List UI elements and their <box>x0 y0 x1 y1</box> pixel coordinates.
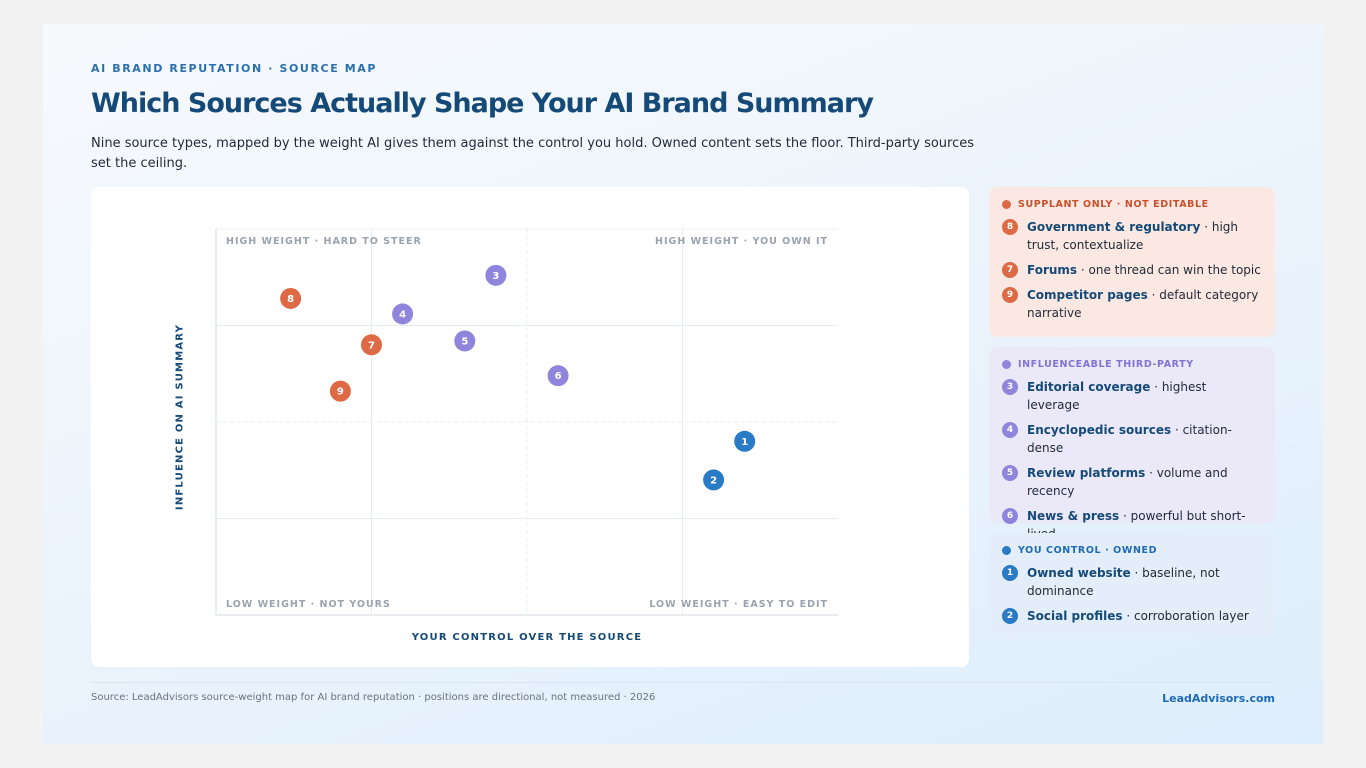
legend-number: 4 <box>1002 422 1018 438</box>
infographic-card: AI BRAND REPUTATION · SOURCE MAP Which S… <box>43 24 1323 744</box>
legend-item: 1 Owned website · baseline, not dominance <box>1002 564 1262 600</box>
data-point-label-9: 9 <box>337 387 344 398</box>
data-point-4 <box>392 303 414 325</box>
legend-number: 3 <box>1002 379 1018 395</box>
data-point-7 <box>361 334 382 356</box>
data-point-label-4: 4 <box>399 309 406 320</box>
data-point-label-1: 1 <box>741 437 748 448</box>
legend-item-name: Social profiles <box>1027 609 1123 623</box>
legend-item: 9 Competitor pages · default category nar… <box>1002 286 1262 322</box>
legend-number: 2 <box>1002 608 1018 624</box>
legend-item-name: Forums <box>1027 263 1078 277</box>
legend-item-name: News & press <box>1027 509 1120 523</box>
quadrant-label-bottom-left: LOW WEIGHT · NOT YOURS <box>226 599 391 610</box>
legend-item-name: Competitor pages <box>1027 288 1148 302</box>
data-point-9 <box>329 380 351 402</box>
brand-link[interactable]: LeadAdvisors.com <box>1162 692 1275 705</box>
legend-item-desc: · default category narrative <box>1027 288 1259 320</box>
legend-item-name: Editorial coverage <box>1027 380 1151 394</box>
data-point-label-2: 2 <box>710 475 717 486</box>
eyebrow: AI BRAND REPUTATION · SOURCE MAP <box>91 62 378 75</box>
quadrant-label-top-right: HIGH WEIGHT · YOU OWN IT <box>655 236 828 247</box>
y-axis-label-text: INFLUENCE ON AI SUMMARY <box>174 323 186 511</box>
legend-number: 9 <box>1002 287 1018 303</box>
page-subtitle: Nine source types, mapped by the weight … <box>91 136 975 171</box>
legend-item-desc: · citation-dense <box>1027 423 1232 455</box>
data-point-3 <box>485 264 507 286</box>
legend-item-desc: · baseline, not dominance <box>1027 566 1220 598</box>
quadrant-label-bottom-right: LOW WEIGHT · EASY TO EDIT <box>649 599 828 610</box>
legend-item: 8 Government & regulatory · high trust, c… <box>1002 218 1262 254</box>
legend-item-desc: · high trust, contextualize <box>1027 220 1238 252</box>
legend-dot <box>1002 360 1011 369</box>
data-point-label-7: 7 <box>368 340 375 351</box>
data-point-label-3: 3 <box>492 271 499 282</box>
legend-item-name: Encyclopedic sources <box>1027 423 1172 437</box>
legend-number: 7 <box>1002 262 1018 278</box>
footer-divider <box>91 682 1275 683</box>
quadrant-label-top-left: HIGH WEIGHT · HARD TO STEER <box>226 236 422 247</box>
legend-title: INFLUENCEABLE THIRD-PARTY <box>1018 359 1194 370</box>
legend-group-owned: YOU CONTROL · OWNED 1 Owned website · bas… <box>989 533 1275 638</box>
data-point-2 <box>703 469 725 491</box>
legend-dot <box>1002 546 1011 555</box>
data-point-1 <box>734 430 756 452</box>
plot-panel: 1 2 3 4 5 6 7 8 9 HIGH WEIGHT · HARD TO STEER HI… <box>91 187 969 667</box>
source-note: Source: LeadAdvisors source-weight map f… <box>91 692 656 703</box>
legend-item-desc: · one thread can win the topic <box>1077 263 1261 277</box>
legend-item-name: Government & regulatory <box>1027 220 1201 234</box>
data-point-label-6: 6 <box>555 371 562 382</box>
legend-dot <box>1002 200 1011 209</box>
legend-group-third-party: INFLUENCEABLE THIRD-PARTY 3 Editorial cov… <box>989 347 1275 541</box>
legend-item: 7 Forums · one thread can win the topic <box>1002 261 1262 279</box>
legend-item-desc: · corroboration layer <box>1122 609 1249 623</box>
legend-title: SUPPLANT ONLY · NOT EDITABLE <box>1018 199 1209 210</box>
page-title: Which Sources Actually Shape Your AI Bra… <box>91 88 874 119</box>
legend-item: 3 Editorial coverage · highest leverage <box>1002 378 1262 414</box>
legend-item-name: Owned website <box>1027 566 1131 580</box>
legend-number: 6 <box>1002 508 1018 524</box>
legend-group-not-editable: SUPPLANT ONLY · NOT EDITABLE 8 Government… <box>989 187 1275 337</box>
legend-item: 2 Social profiles · corroboration layer <box>1002 607 1262 625</box>
legend-title: YOU CONTROL · OWNED <box>1018 545 1158 556</box>
scatter-plot: 1 2 3 4 5 6 7 8 9 <box>215 228 838 616</box>
legend-number: 1 <box>1002 565 1018 581</box>
legend-item-name: Review platforms <box>1027 466 1146 480</box>
x-axis-label: YOUR CONTROL OVER THE SOURCE <box>411 632 643 643</box>
legend-number: 5 <box>1002 465 1018 481</box>
legend-item: 5 Review platforms · volume and recency <box>1002 464 1262 500</box>
legend-item: 4 Encyclopedic sources · citation-dense <box>1002 421 1262 457</box>
legend-item-desc: · highest leverage <box>1027 380 1207 412</box>
data-point-label-8: 8 <box>287 294 294 305</box>
data-point-label-5: 5 <box>461 336 468 347</box>
legend-number: 8 <box>1002 219 1018 235</box>
data-point-5 <box>454 330 476 352</box>
data-point-6 <box>547 365 569 387</box>
data-point-8 <box>280 287 302 309</box>
legend-item-desc: · volume and recency <box>1027 466 1228 498</box>
